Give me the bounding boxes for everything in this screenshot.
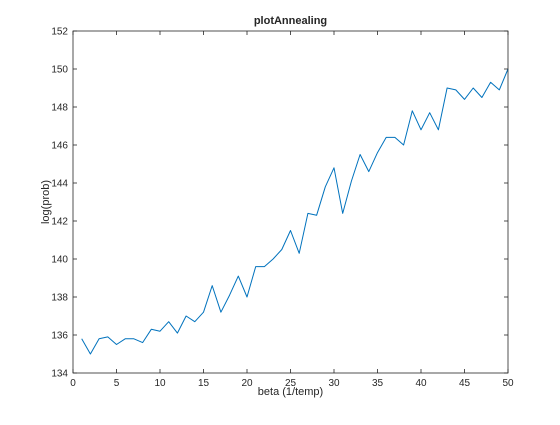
series-layer	[81, 68, 509, 355]
data-point	[342, 213, 343, 214]
x-tick-label: 5	[114, 378, 120, 389]
data-point	[316, 215, 317, 216]
x-axis-ticks: 0 5 10 15 20 25 30 35 40 45 50	[70, 31, 514, 389]
data-point	[499, 89, 500, 90]
data-point	[490, 82, 491, 83]
data-point	[455, 89, 456, 90]
x-tick-label: 50	[502, 378, 514, 389]
plot-area	[73, 31, 508, 373]
data-point	[90, 353, 91, 354]
data-point	[473, 87, 474, 88]
x-tick-label: 0	[70, 378, 76, 389]
y-tick-label: 136	[51, 331, 68, 342]
data-point	[116, 344, 117, 345]
data-point	[386, 137, 387, 138]
data-point	[438, 129, 439, 130]
data-point	[125, 338, 126, 339]
y-tick-label: 134	[51, 369, 68, 380]
y-axis-label: log(prob)	[40, 180, 52, 224]
data-point	[133, 338, 134, 339]
data-point	[186, 315, 187, 316]
chart-title: plotAnnealing	[254, 15, 327, 27]
y-tick-label: 138	[51, 293, 68, 304]
data-point	[447, 87, 448, 88]
data-point	[360, 154, 361, 155]
data-point	[299, 253, 300, 254]
data-point	[307, 213, 308, 214]
data-point	[394, 137, 395, 138]
y-tick-label: 144	[51, 179, 68, 190]
data-point	[203, 312, 204, 313]
data-point	[290, 230, 291, 231]
y-tick-label: 140	[51, 255, 68, 266]
x-tick-label: 45	[459, 378, 471, 389]
x-tick-label: 20	[241, 378, 253, 389]
data-point	[107, 336, 108, 337]
x-tick-label: 15	[198, 378, 210, 389]
data-point	[281, 249, 282, 250]
data-point	[246, 296, 247, 297]
data-point	[412, 110, 413, 111]
data-point	[194, 321, 195, 322]
y-axis-ticks: 134 136 138 140 142 144 146 148 150 152	[51, 27, 508, 380]
data-point	[325, 186, 326, 187]
data-point	[464, 99, 465, 100]
data-point	[377, 152, 378, 153]
x-tick-label: 30	[328, 378, 340, 389]
data-point	[420, 129, 421, 130]
plot-frame	[72, 30, 509, 374]
x-tick-label: 25	[285, 378, 297, 389]
y-tick-label: 146	[51, 141, 68, 152]
data-point	[264, 266, 265, 267]
y-tick-label: 148	[51, 103, 68, 114]
x-axis-label: beta (1/temp)	[258, 386, 323, 398]
y-tick-label: 142	[51, 217, 68, 228]
data-point	[403, 144, 404, 145]
data-point	[368, 171, 369, 172]
data-point	[151, 329, 152, 330]
x-tick-label: 40	[415, 378, 427, 389]
y-tick-label: 152	[51, 27, 68, 38]
series-line	[81, 68, 509, 355]
data-point	[168, 321, 169, 322]
data-point	[81, 338, 82, 339]
data-point	[351, 181, 352, 182]
data-point	[238, 276, 239, 277]
data-point	[177, 333, 178, 334]
data-point	[429, 112, 430, 113]
data-point	[159, 331, 160, 332]
data-point	[212, 285, 213, 286]
data-point	[142, 342, 143, 343]
x-tick-label: 35	[372, 378, 384, 389]
data-point	[229, 295, 230, 296]
data-point	[273, 258, 274, 259]
data-point	[333, 167, 334, 168]
x-tick-label: 10	[154, 378, 166, 389]
data-point	[481, 97, 482, 98]
y-tick-label: 150	[51, 65, 68, 76]
data-point	[220, 312, 221, 313]
data-point	[255, 266, 256, 267]
data-point	[99, 338, 100, 339]
